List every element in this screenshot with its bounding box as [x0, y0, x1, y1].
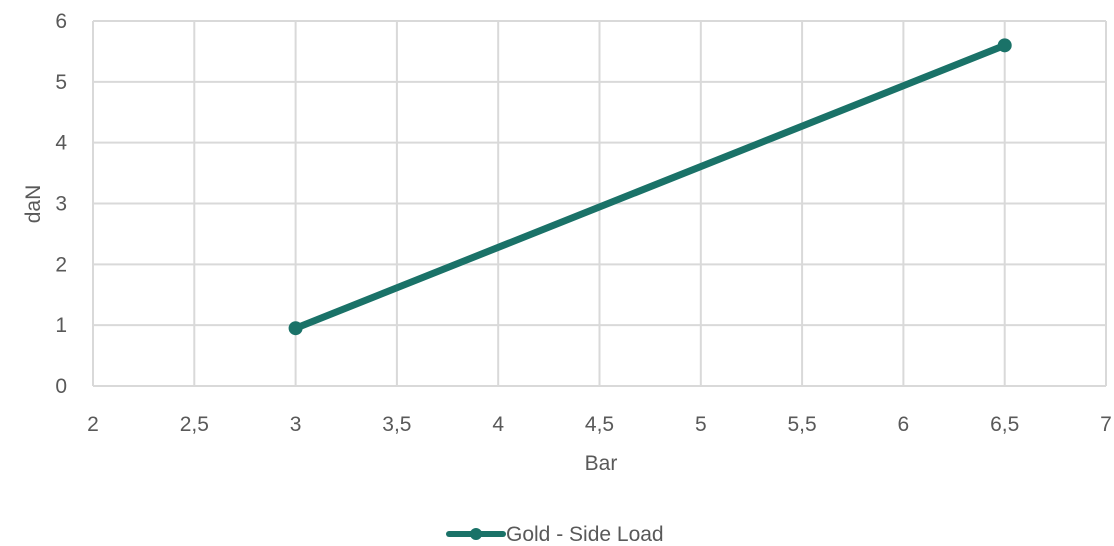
- y-tick-label: 2: [55, 253, 67, 276]
- x-tick-label: 5,5: [787, 413, 816, 436]
- y-tick-label: 0: [55, 375, 67, 398]
- series-group: [288, 38, 1012, 336]
- x-tick-labels: 2 2,5 3 3,5 4 4,5 5 5,5 6 6,5 7: [87, 413, 1112, 436]
- x-tick-label: 6: [898, 413, 910, 436]
- x-tick-label: 6,5: [990, 413, 1019, 436]
- y-tick-label: 1: [55, 314, 67, 337]
- y-tick-label: 6: [55, 10, 67, 33]
- legend-series-marker: [470, 528, 482, 540]
- x-tick-label: 3: [290, 413, 302, 436]
- grid: [92, 20, 1107, 387]
- x-axis-title: Bar: [585, 452, 618, 475]
- legend-series-label: Gold - Side Load: [506, 523, 664, 546]
- y-tick-label: 5: [55, 71, 67, 94]
- x-tick-label: 5: [695, 413, 707, 436]
- x-tick-label: 7: [1100, 413, 1112, 436]
- series-line: [292, 41, 1009, 332]
- x-tick-label: 4,5: [585, 413, 614, 436]
- data-point: [997, 38, 1012, 53]
- x-tick-label: 4: [492, 413, 504, 436]
- x-tick-label: 2: [87, 413, 99, 436]
- y-tick-label: 3: [55, 193, 67, 216]
- legend: Gold - Side Load: [446, 523, 664, 546]
- y-tick-labels: 0 1 2 3 4 5 6: [55, 10, 67, 398]
- y-tick-label: 4: [55, 132, 67, 155]
- y-axis-title: daN: [22, 185, 45, 224]
- x-tick-label: 3,5: [382, 413, 411, 436]
- x-tick-label: 2,5: [180, 413, 209, 436]
- data-point: [288, 321, 303, 336]
